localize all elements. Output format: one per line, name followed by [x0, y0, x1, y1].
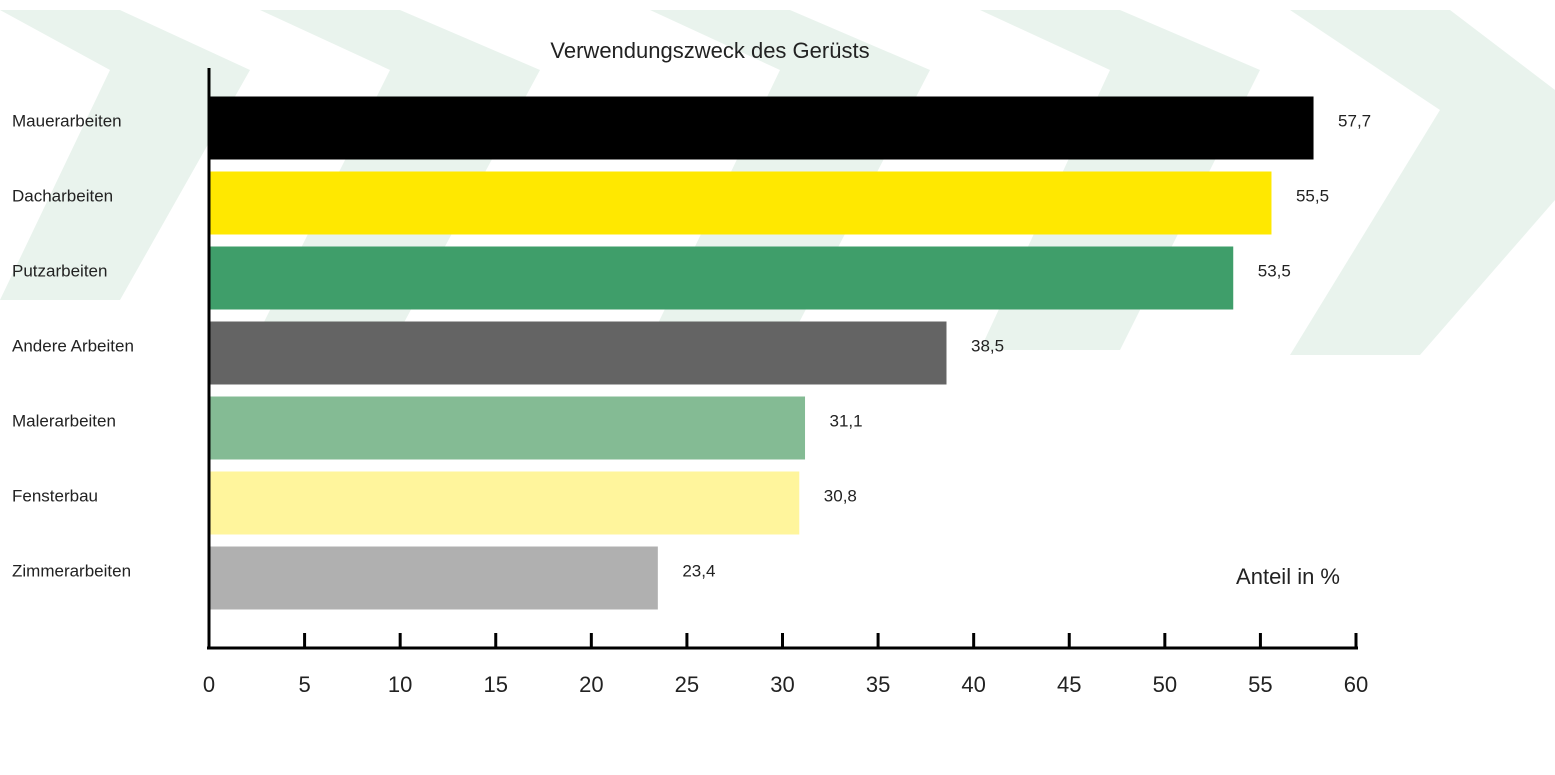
x-tick-label: 30	[770, 672, 794, 697]
bar	[210, 246, 1234, 310]
y-tick-label: Mauerarbeiten	[12, 111, 122, 130]
bar	[210, 171, 1272, 235]
x-tick-label: 45	[1057, 672, 1081, 697]
x-tick-label: 50	[1153, 672, 1177, 697]
x-tick-label: 35	[866, 672, 890, 697]
y-tick-label: Fensterbau	[12, 486, 98, 505]
value-label: 23,4	[682, 561, 715, 580]
value-label: 38,5	[971, 336, 1004, 355]
x-tick-label: 0	[203, 672, 215, 697]
y-tick-label: Malerarbeiten	[12, 411, 116, 430]
y-tick-label: Putzarbeiten	[12, 261, 107, 280]
bar	[210, 546, 658, 610]
x-tick-label: 55	[1248, 672, 1272, 697]
chart-title: Verwendungszweck des Gerüsts	[550, 38, 869, 63]
bar	[210, 471, 800, 535]
bar	[210, 321, 947, 385]
value-label: 53,5	[1258, 261, 1291, 280]
value-label: 30,8	[824, 486, 857, 505]
x-tick-label: 5	[298, 672, 310, 697]
y-tick-label: Zimmerarbeiten	[12, 561, 131, 580]
x-tick-label: 20	[579, 672, 603, 697]
value-label: 55,5	[1296, 186, 1329, 205]
x-tick-label: 10	[388, 672, 412, 697]
value-label: 31,1	[830, 411, 863, 430]
bar	[210, 96, 1314, 160]
x-tick-label: 25	[675, 672, 699, 697]
x-tick-label: 15	[484, 672, 508, 697]
x-tick-label: 60	[1344, 672, 1368, 697]
y-tick-label: Andere Arbeiten	[12, 336, 134, 355]
x-tick-label: 40	[961, 672, 985, 697]
y-tick-label: Dacharbeiten	[12, 186, 113, 205]
value-label: 57,7	[1338, 111, 1371, 130]
bar	[210, 396, 806, 460]
x-axis-label: Anteil in %	[1236, 564, 1340, 589]
